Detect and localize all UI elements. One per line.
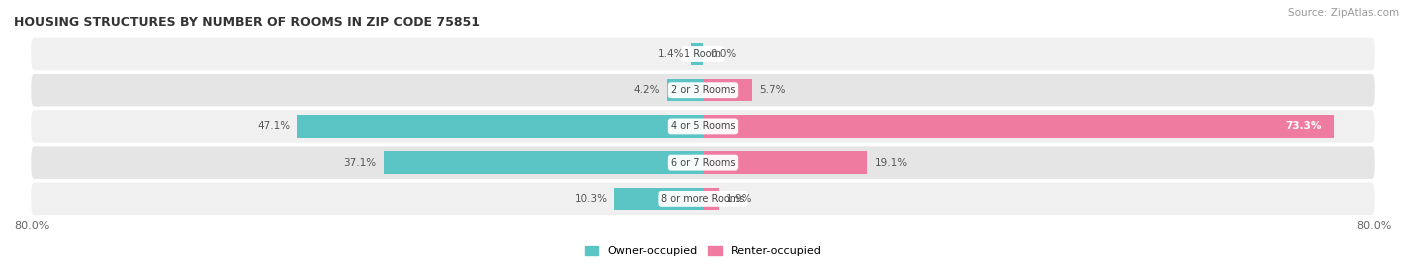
Bar xyxy=(690,43,703,65)
Legend: Owner-occupied, Renter-occupied: Owner-occupied, Renter-occupied xyxy=(585,246,821,256)
Bar xyxy=(703,151,868,174)
Text: 8 or more Rooms: 8 or more Rooms xyxy=(661,194,745,204)
Bar xyxy=(384,151,703,174)
Bar xyxy=(298,115,703,138)
Text: 73.3%: 73.3% xyxy=(1285,121,1322,132)
Text: 1 Room: 1 Room xyxy=(685,49,721,59)
Text: 4.2%: 4.2% xyxy=(634,85,659,95)
Bar xyxy=(666,79,703,101)
Text: 6 or 7 Rooms: 6 or 7 Rooms xyxy=(671,158,735,168)
FancyBboxPatch shape xyxy=(31,74,1375,107)
Text: 4 or 5 Rooms: 4 or 5 Rooms xyxy=(671,121,735,132)
Text: 37.1%: 37.1% xyxy=(343,158,377,168)
Text: 80.0%: 80.0% xyxy=(14,221,49,231)
Text: 0.0%: 0.0% xyxy=(710,49,737,59)
Text: HOUSING STRUCTURES BY NUMBER OF ROOMS IN ZIP CODE 75851: HOUSING STRUCTURES BY NUMBER OF ROOMS IN… xyxy=(14,16,479,29)
FancyBboxPatch shape xyxy=(31,110,1375,143)
Bar xyxy=(703,115,1334,138)
Text: 5.7%: 5.7% xyxy=(759,85,786,95)
Text: 80.0%: 80.0% xyxy=(1357,221,1392,231)
FancyBboxPatch shape xyxy=(31,38,1375,70)
Text: 10.3%: 10.3% xyxy=(575,194,607,204)
Text: 1.9%: 1.9% xyxy=(727,194,752,204)
Text: 2 or 3 Rooms: 2 or 3 Rooms xyxy=(671,85,735,95)
Bar xyxy=(703,79,752,101)
FancyBboxPatch shape xyxy=(31,183,1375,215)
Text: 47.1%: 47.1% xyxy=(257,121,291,132)
Text: 19.1%: 19.1% xyxy=(875,158,907,168)
Bar xyxy=(614,188,703,210)
Text: 1.4%: 1.4% xyxy=(658,49,685,59)
Text: Source: ZipAtlas.com: Source: ZipAtlas.com xyxy=(1288,8,1399,18)
Bar xyxy=(703,188,720,210)
FancyBboxPatch shape xyxy=(31,146,1375,179)
